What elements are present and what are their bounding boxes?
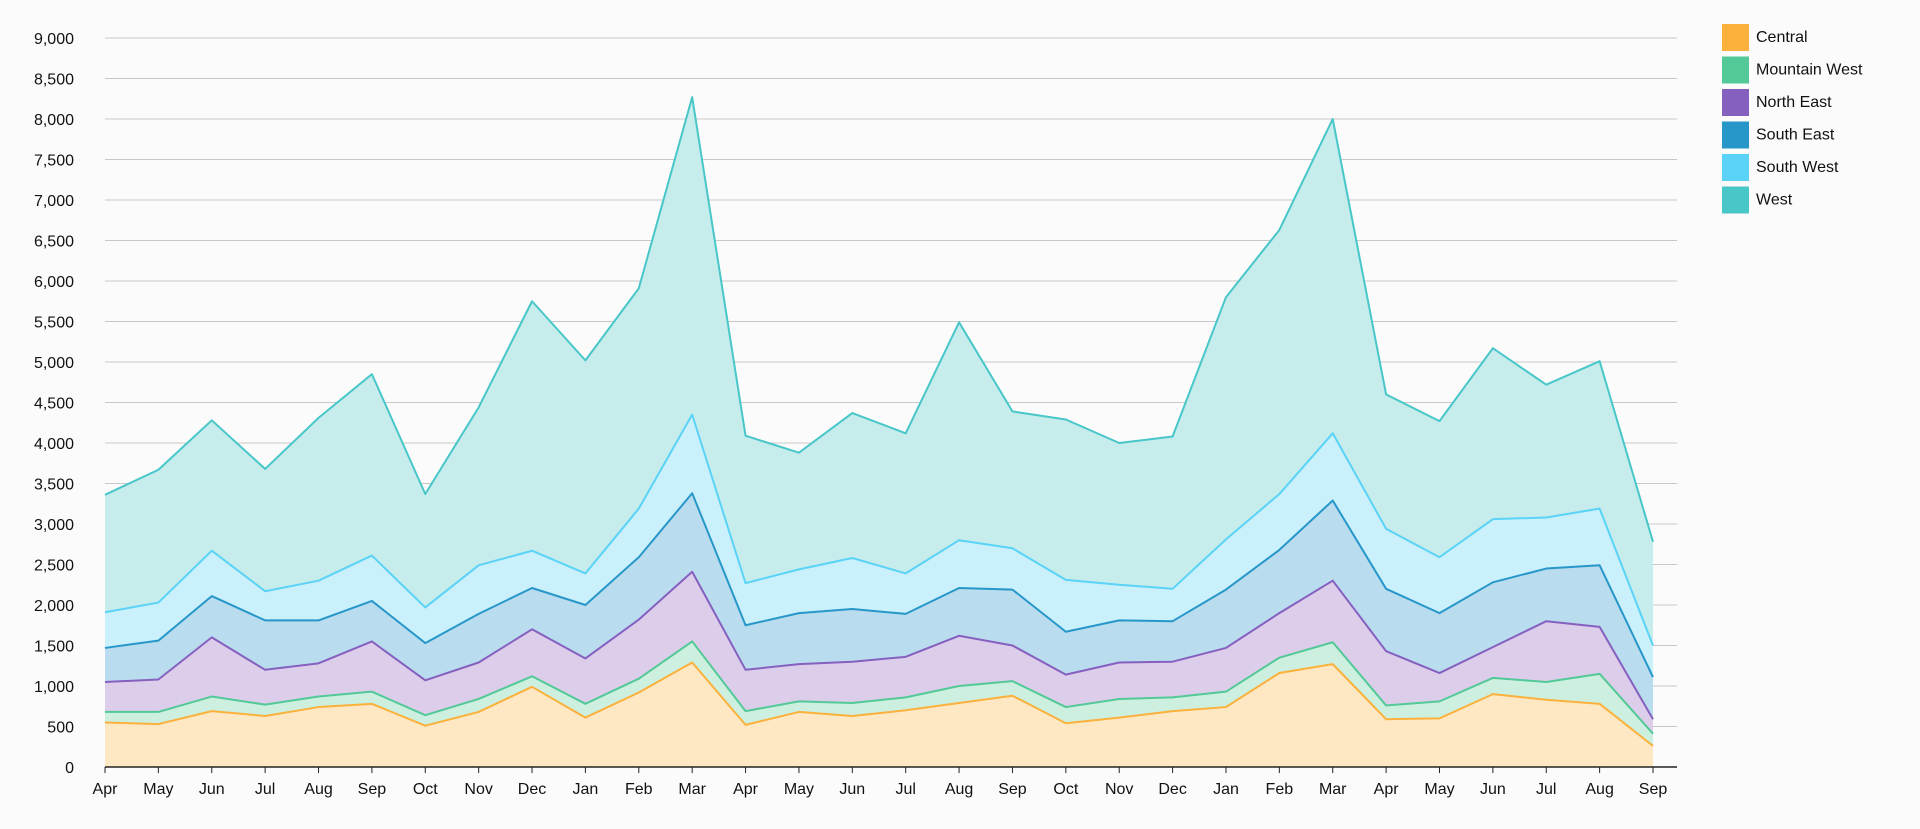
x-tick-label: Jul xyxy=(255,781,275,798)
y-tick-label: 1,500 xyxy=(34,639,74,656)
y-tick-label: 5,500 xyxy=(34,315,74,332)
x-tick-label: Mar xyxy=(1319,781,1347,798)
y-tick-label: 6,000 xyxy=(34,274,74,291)
y-tick-label: 3,000 xyxy=(34,517,74,534)
legend-label: South West xyxy=(1756,159,1839,176)
y-tick-label: 8,500 xyxy=(34,72,74,89)
x-tick-label: Jan xyxy=(573,781,599,798)
x-tick-label: Jun xyxy=(839,781,865,798)
legend-item: West xyxy=(1722,186,1793,214)
legend-label: Mountain West xyxy=(1756,62,1863,79)
y-tick-label: 0 xyxy=(65,760,74,777)
x-tick-label: Aug xyxy=(1585,781,1613,798)
x-tick-label: May xyxy=(143,781,173,798)
x-tick-label: Jul xyxy=(1536,781,1556,798)
line-south-west xyxy=(104,413,1654,646)
x-tick-label: Aug xyxy=(945,781,973,798)
legend-item: Mountain West xyxy=(1722,56,1863,84)
x-tick-label: Oct xyxy=(413,781,438,798)
x-tick-label: Nov xyxy=(1105,781,1133,798)
y-tick-label: 8,000 xyxy=(34,112,74,129)
x-tick-label: Sep xyxy=(1639,781,1668,798)
y-tick-label: 500 xyxy=(47,720,74,737)
y-tick-label: 2,500 xyxy=(34,558,74,575)
x-tick-label: Feb xyxy=(1266,781,1294,798)
series-areas xyxy=(105,97,1653,767)
y-tick-label: 2,000 xyxy=(34,598,74,615)
legend-swatch xyxy=(1722,56,1749,84)
x-tick-label: Dec xyxy=(1158,781,1186,798)
legend-swatch xyxy=(1722,186,1749,214)
legend-swatch xyxy=(1722,24,1749,51)
line-central xyxy=(104,661,1654,747)
x-tick-label: Sep xyxy=(358,781,387,798)
legend-item: South West xyxy=(1722,154,1839,181)
x-tick-label: Mar xyxy=(678,781,706,798)
legend: Central Mountain West North East South East… xyxy=(1722,24,1863,214)
y-tick-label: 7,500 xyxy=(34,153,74,170)
legend-swatch xyxy=(1722,154,1749,181)
area-central xyxy=(105,662,1653,767)
x-tick-label: Feb xyxy=(625,781,653,798)
x-tick-label: May xyxy=(784,781,814,798)
y-tick-label: 6,500 xyxy=(34,234,74,251)
x-tick-label: Dec xyxy=(518,781,546,798)
y-tick-label: 1,000 xyxy=(34,679,74,696)
legend-swatch xyxy=(1722,121,1749,149)
legend-label: North East xyxy=(1756,94,1832,111)
x-axis-ticks: Apr May Jun Jul Aug Sep Oct Nov Dec Jan Feb Mar Apr M… xyxy=(93,767,1668,798)
legend-label: West xyxy=(1756,192,1793,209)
legend-item: Central xyxy=(1722,24,1808,51)
legend-item: South East xyxy=(1722,121,1835,149)
line-mountain-west xyxy=(105,640,1654,735)
line-north-east xyxy=(104,570,1654,720)
line-west xyxy=(104,96,1654,543)
x-tick-label: Apr xyxy=(93,781,119,798)
x-tick-label: Nov xyxy=(464,781,492,798)
y-tick-label: 4,500 xyxy=(34,396,74,413)
y-tick-label: 9,000 xyxy=(34,31,74,48)
legend-label: South East xyxy=(1756,127,1835,144)
legend-item: North East xyxy=(1722,89,1832,116)
x-tick-label: Aug xyxy=(304,781,332,798)
x-tick-label: Jan xyxy=(1213,781,1239,798)
y-tick-label: 4,000 xyxy=(34,436,74,453)
y-tick-label: 5,000 xyxy=(34,355,74,372)
x-tick-label: Jul xyxy=(895,781,915,798)
series-lines xyxy=(104,96,1654,747)
legend-label: Central xyxy=(1756,29,1808,46)
x-tick-label: Jun xyxy=(1480,781,1506,798)
x-tick-label: Oct xyxy=(1053,781,1078,798)
x-tick-label: Jun xyxy=(199,781,225,798)
x-tick-label: Apr xyxy=(1374,781,1400,798)
x-tick-label: Apr xyxy=(733,781,759,798)
y-tick-label: 7,000 xyxy=(34,193,74,210)
y-axis-ticks: 0 500 1,000 1,500 2,000 2,500 3,000 3,500 4,000 4… xyxy=(34,31,74,777)
line-south-east xyxy=(104,492,1654,678)
x-tick-label: May xyxy=(1424,781,1454,798)
y-tick-label: 3,500 xyxy=(34,477,74,494)
x-tick-label: Sep xyxy=(998,781,1027,798)
legend-swatch xyxy=(1722,89,1749,116)
